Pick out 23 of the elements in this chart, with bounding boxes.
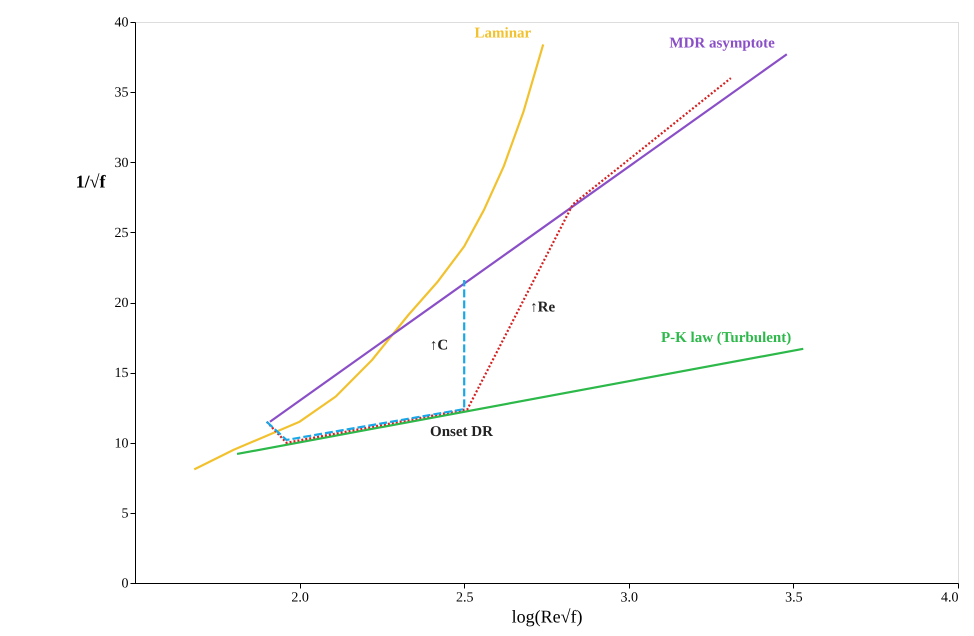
y-axis-title: 1/√f — [76, 172, 107, 192]
y-tick-label: 10 — [114, 436, 128, 452]
y-tick-label: 25 — [114, 226, 128, 241]
y-tick-label: 35 — [114, 86, 128, 101]
line-series — [266, 278, 466, 442]
y-tick-label: 40 — [114, 16, 128, 30]
annotation: Onset DR — [430, 424, 494, 440]
annotation: ↑Re — [530, 300, 556, 316]
x-tick-label: 2.0 — [291, 590, 309, 606]
y-tick-label: 5 — [122, 506, 128, 522]
x-tick-label: 2.5 — [456, 590, 474, 606]
annotation: ↑C — [430, 338, 448, 354]
y-tick-label: 0 — [122, 576, 128, 592]
series-label: Laminar — [474, 25, 532, 42]
x-tick-label: 3.5 — [785, 590, 803, 606]
series-label: MDR asymptote — [669, 35, 776, 52]
y-tick-label: 30 — [114, 156, 128, 171]
y-tick-label: 20 — [114, 296, 128, 311]
y-tick-label: 15 — [114, 366, 128, 382]
x-tick-label: 4.0 — [941, 590, 958, 606]
series-label: P-K law (Turbulent) — [660, 330, 792, 346]
x-tick-label: 3.0 — [620, 590, 638, 606]
x-axis-title: log(Re√f) — [512, 606, 582, 626]
